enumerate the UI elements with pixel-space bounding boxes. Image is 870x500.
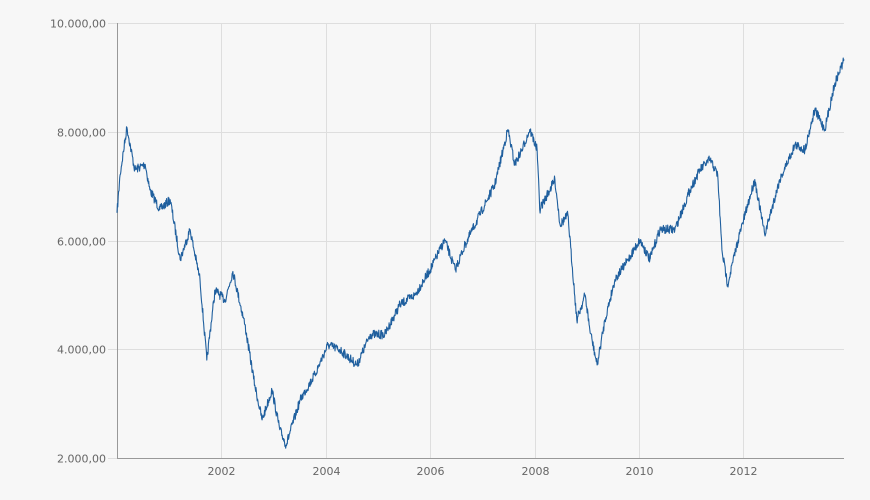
series-layer — [116, 57, 845, 449]
x-tick-label: 2012 — [730, 465, 758, 478]
y-tick-label: 6.000,00 — [57, 236, 106, 249]
y-tick-label: 2.000,00 — [57, 453, 106, 466]
y-tick-label: 8.000,00 — [57, 127, 106, 140]
y-tick-label: 10.000,00 — [50, 18, 106, 31]
y-tick-label: 4.000,00 — [57, 344, 106, 357]
series-line — [116, 57, 845, 449]
x-tick-label: 2008 — [522, 465, 550, 478]
grid — [108, 23, 844, 459]
x-tick-label: 2002 — [208, 465, 236, 478]
x-tick-label: 2004 — [313, 465, 341, 478]
x-axis-ticks: 2002 2004 2006 2008 2010 2012 — [208, 465, 758, 478]
y-axis-ticks: 2.000,00 4.000,00 6.000,00 8.000,00 10.000,0… — [50, 18, 106, 466]
x-tick-label: 2010 — [626, 465, 654, 478]
x-tick-label: 2006 — [417, 465, 445, 478]
